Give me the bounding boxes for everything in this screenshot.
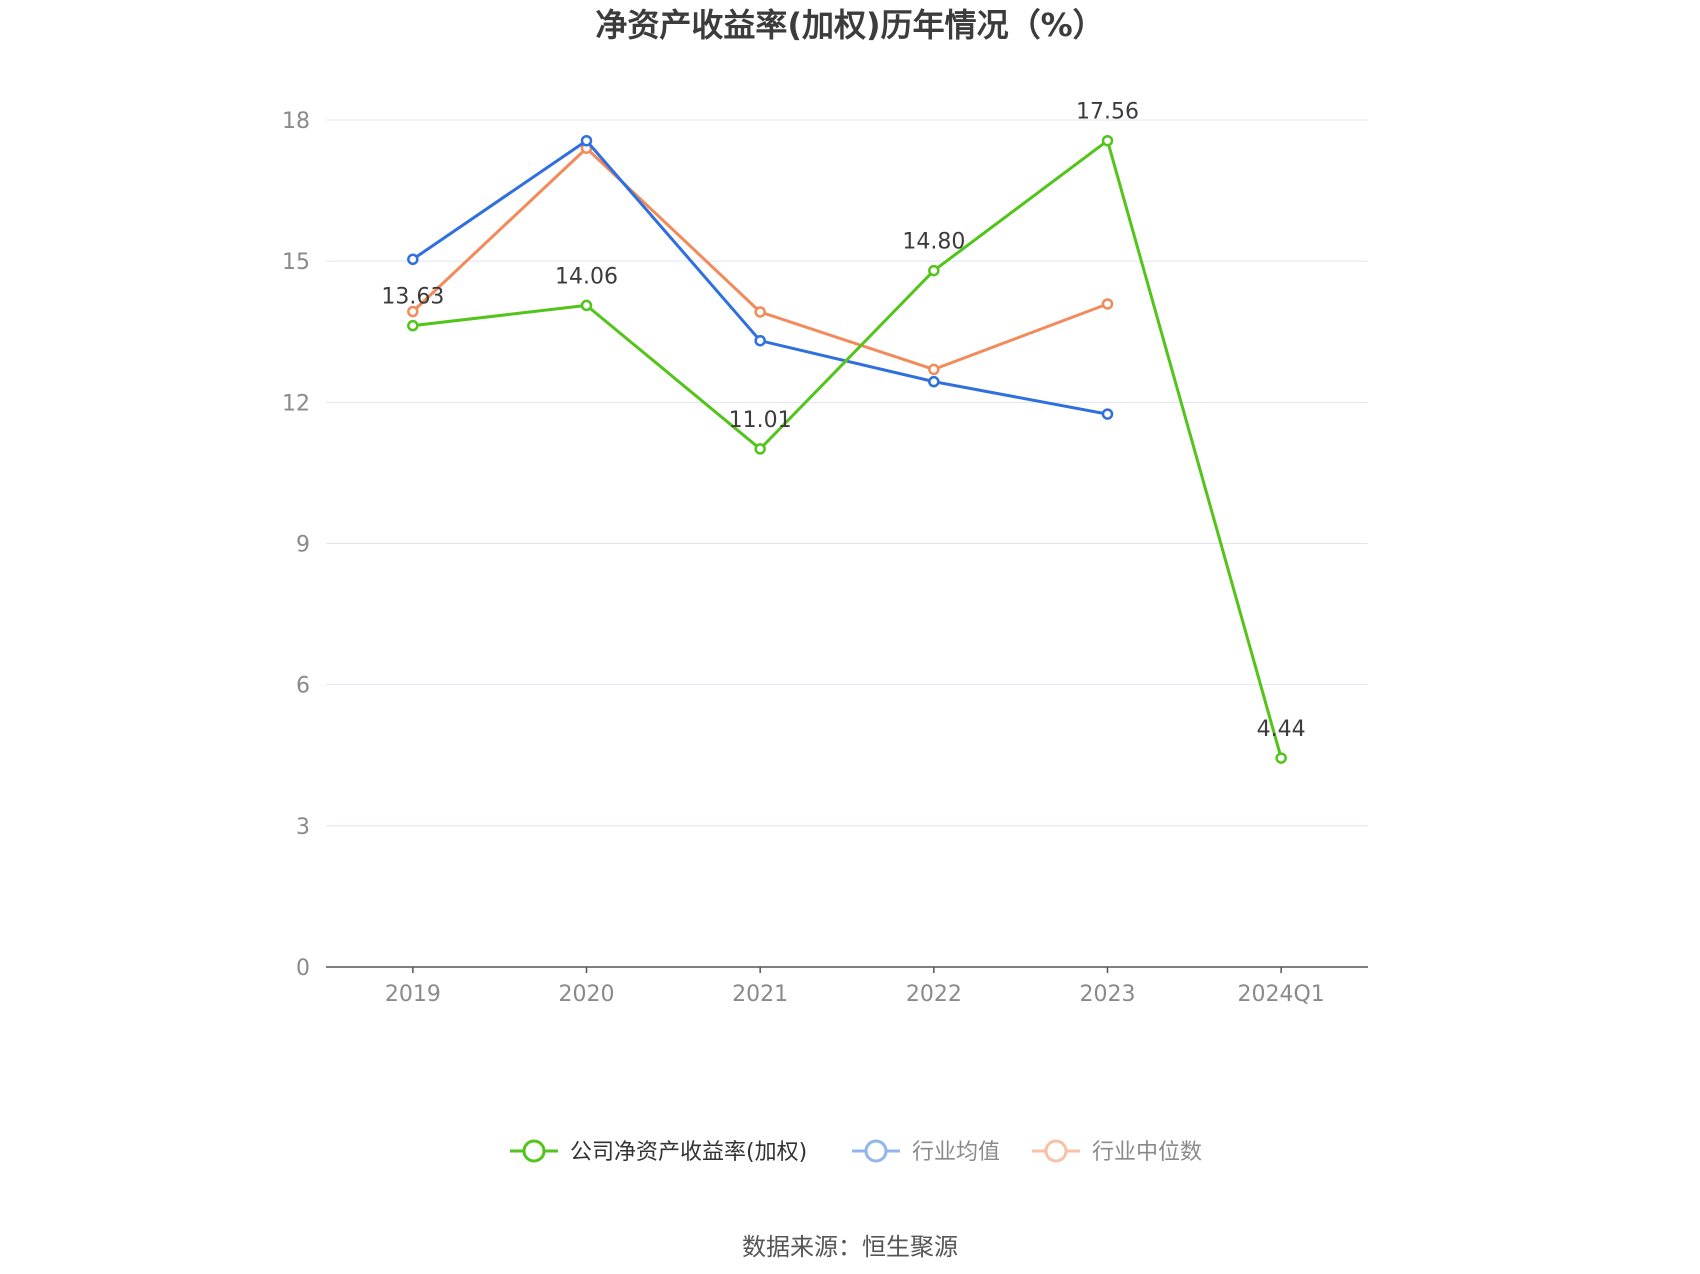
legend-item: 行业均值	[852, 1139, 1000, 1165]
legend: 公司净资产收益率(加权) 行业均值 行业中位数	[510, 1139, 1202, 1165]
y-tick-label: 3	[296, 815, 310, 840]
legend-item: 行业中位数	[1032, 1139, 1202, 1165]
x-tick-label: 2021	[732, 982, 788, 1007]
x-tick-label: 2022	[906, 982, 962, 1007]
data-source: 数据来源：恒生聚源	[742, 1233, 958, 1261]
data-point	[754, 334, 766, 347]
x-axis: 2019 2020 2021 2022 2023 2024Q1	[326, 966, 1368, 1007]
x-tick-label: 2019	[385, 982, 441, 1007]
series-line	[411, 139, 1108, 416]
data-label: 17.56	[1076, 100, 1139, 125]
data-point	[754, 443, 766, 455]
data-point	[928, 363, 940, 376]
legend-marker	[864, 1139, 888, 1163]
legend-label: 行业中位数	[1092, 1140, 1202, 1165]
chart-title: 净资产收益率(加权)历年情况（%）	[595, 6, 1104, 44]
series-line	[412, 139, 1283, 759]
x-tick-label: 2020	[559, 982, 615, 1007]
data-point	[407, 253, 419, 266]
data-label: 4.44	[1257, 717, 1306, 742]
y-tick-label: 9	[296, 533, 310, 558]
y-tick-label: 0	[296, 956, 310, 981]
x-tick-label: 2023	[1080, 982, 1136, 1007]
data-label: 11.01	[729, 408, 792, 433]
data-label: 14.80	[902, 230, 965, 255]
data-label: 13.63	[381, 285, 444, 310]
y-tick-label: 12	[282, 391, 310, 416]
legend-item: 公司净资产收益率(加权)	[510, 1139, 807, 1165]
legend-marker	[1044, 1139, 1068, 1163]
x-tick-label: 2024Q1	[1238, 982, 1325, 1007]
data-point	[754, 306, 766, 318]
data-point	[580, 299, 593, 312]
data-point	[1275, 752, 1287, 764]
data-label: 14.06	[555, 264, 618, 289]
data-point	[1101, 134, 1114, 147]
data-point	[928, 264, 940, 277]
y-axis: 0 3 6 9 12 15 18	[282, 109, 310, 981]
data-point	[580, 134, 593, 147]
data-point	[407, 319, 419, 332]
y-tick-label: 15	[282, 250, 310, 275]
data-point	[407, 305, 419, 318]
legend-marker	[522, 1139, 546, 1163]
data-labels: 13.63 14.06 11.01 14.80 17.56 4.44	[381, 100, 1305, 742]
y-tick-label: 6	[296, 674, 310, 699]
legend-label: 行业均值	[912, 1140, 1000, 1165]
gridlines	[326, 119, 1368, 827]
data-point	[1101, 408, 1114, 420]
data-point	[1101, 298, 1114, 310]
y-tick-label: 18	[282, 109, 310, 134]
legend-label: 公司净资产收益率(加权)	[570, 1140, 807, 1165]
data-point	[928, 375, 940, 388]
series-group	[407, 134, 1287, 764]
